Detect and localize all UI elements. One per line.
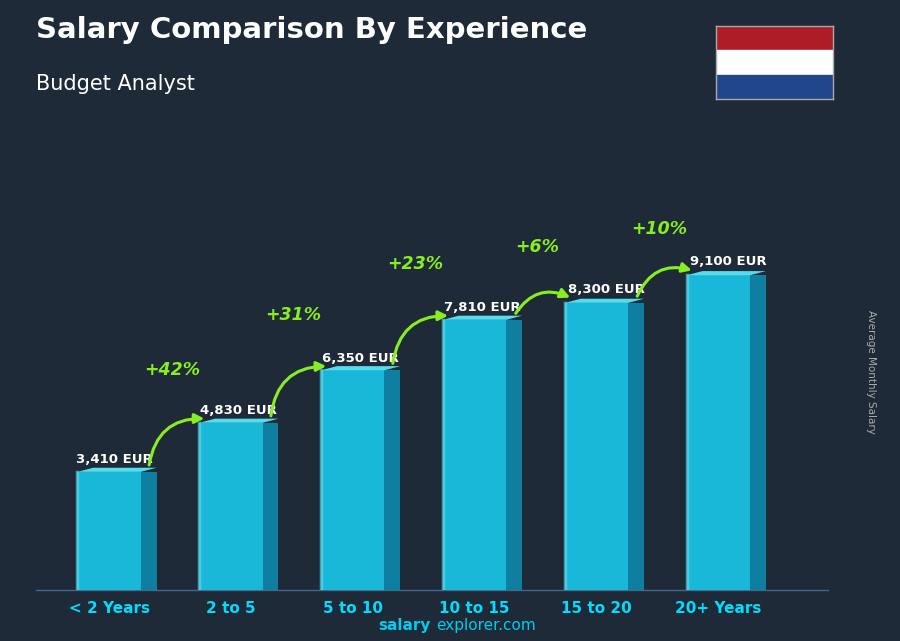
Polygon shape <box>263 423 278 590</box>
Text: 3,410 EUR: 3,410 EUR <box>76 453 153 467</box>
Text: 4,830 EUR: 4,830 EUR <box>200 404 276 417</box>
Bar <box>77 472 140 590</box>
Polygon shape <box>384 370 400 590</box>
FancyArrowPatch shape <box>637 263 688 296</box>
Text: +10%: +10% <box>631 220 688 238</box>
Polygon shape <box>750 275 766 590</box>
Text: Salary Comparison By Experience: Salary Comparison By Experience <box>36 16 587 44</box>
Text: 9,100 EUR: 9,100 EUR <box>689 255 767 269</box>
Text: +23%: +23% <box>388 255 444 273</box>
Polygon shape <box>565 299 644 303</box>
FancyArrowPatch shape <box>392 312 445 363</box>
FancyArrowPatch shape <box>271 363 323 416</box>
Text: +42%: +42% <box>144 362 200 379</box>
Bar <box>443 320 507 590</box>
Text: explorer.com: explorer.com <box>436 619 536 633</box>
FancyArrowPatch shape <box>516 290 567 313</box>
Bar <box>321 370 384 590</box>
FancyArrowPatch shape <box>149 415 201 465</box>
Bar <box>687 275 750 590</box>
Text: Budget Analyst: Budget Analyst <box>36 74 195 94</box>
Bar <box>565 303 628 590</box>
Polygon shape <box>687 271 766 275</box>
Polygon shape <box>628 303 644 590</box>
Text: Average Monthly Salary: Average Monthly Salary <box>866 310 877 434</box>
Bar <box>716 75 832 99</box>
Text: 8,300 EUR: 8,300 EUR <box>568 283 644 296</box>
Bar <box>716 50 832 75</box>
Polygon shape <box>77 468 157 472</box>
Text: 7,810 EUR: 7,810 EUR <box>444 301 520 314</box>
Text: 6,350 EUR: 6,350 EUR <box>321 352 399 365</box>
Polygon shape <box>199 419 278 423</box>
Polygon shape <box>140 472 157 590</box>
Polygon shape <box>507 320 522 590</box>
Text: +31%: +31% <box>266 306 322 324</box>
Polygon shape <box>443 315 522 320</box>
Text: salary: salary <box>378 619 430 633</box>
Polygon shape <box>321 366 400 370</box>
Text: +6%: +6% <box>516 238 560 256</box>
Bar <box>199 423 263 590</box>
Bar <box>716 26 832 50</box>
